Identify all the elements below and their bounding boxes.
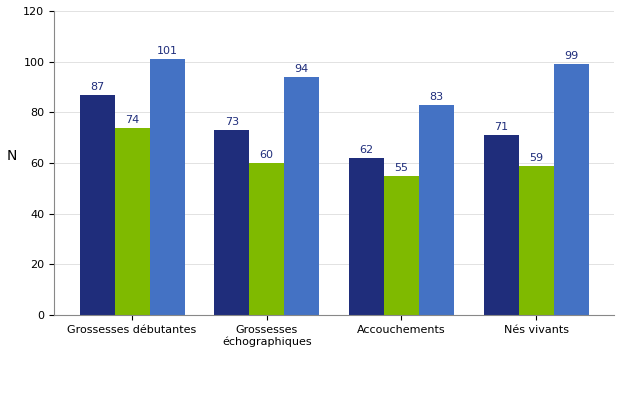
Bar [249,163,284,315]
Text: 101: 101 [156,46,178,56]
Bar [553,64,589,315]
Text: 73: 73 [225,117,239,127]
Bar [419,105,454,315]
Text: 83: 83 [429,92,443,102]
Bar [79,95,114,315]
Text: 62: 62 [360,145,373,155]
Bar [114,128,150,315]
Bar [214,130,249,315]
Text: 99: 99 [564,51,578,61]
Text: 71: 71 [494,122,508,132]
Text: 55: 55 [394,163,409,173]
Text: 74: 74 [125,114,139,124]
Bar [484,135,519,315]
Bar [284,77,319,315]
Text: 59: 59 [529,153,543,162]
Text: 94: 94 [294,64,309,74]
Bar [519,166,553,315]
Y-axis label: N: N [7,149,17,163]
Text: 60: 60 [260,150,274,160]
Bar [349,158,384,315]
Text: 87: 87 [90,82,104,92]
Bar [150,59,184,315]
Bar [384,176,419,315]
